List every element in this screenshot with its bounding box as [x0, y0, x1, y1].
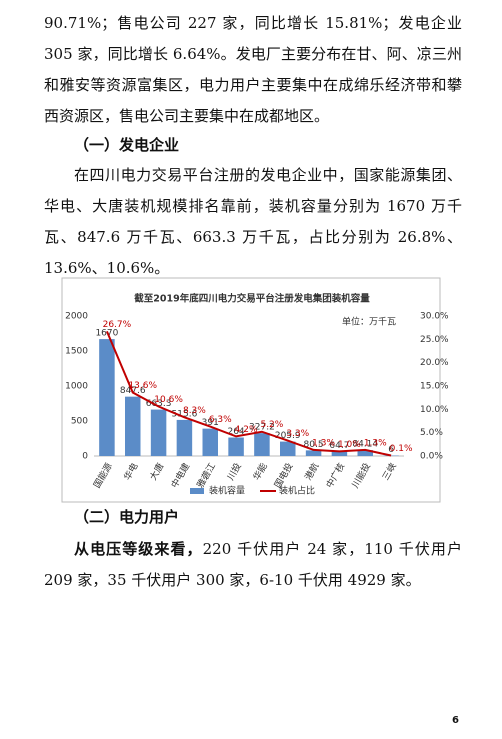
line-value-label: 5.2%: [260, 420, 283, 430]
bar: [125, 396, 141, 456]
legend-swatch: [190, 488, 204, 494]
chart-title: 截至2019年底四川电力交易平台注册发电集团装机容量: [134, 293, 370, 305]
x-tick-label: 川能投: [349, 461, 373, 490]
y2-tick-label: 0.0%: [420, 452, 443, 462]
bar-value-label: 80.5: [304, 440, 324, 450]
bar: [305, 450, 322, 456]
bar-value-label: 84.14: [352, 440, 378, 450]
line-value-label: 4.2%: [235, 425, 258, 435]
bar: [176, 419, 193, 456]
heading: （一）发电企业: [74, 136, 180, 154]
y2-tick-label: 10.0%: [420, 405, 449, 415]
line-value-label: 1.3%: [312, 438, 335, 448]
bar-value-label: 663.3: [146, 399, 172, 409]
y-tick-label: 0: [82, 452, 88, 462]
y-tick-label: 2000: [65, 312, 88, 322]
bar: [280, 441, 296, 456]
bar: [150, 409, 167, 456]
bar: [357, 450, 373, 456]
bar-value-label: 264: [227, 427, 244, 437]
y2-tick-label: 30.0%: [420, 312, 449, 322]
line-value-label: 26.7%: [103, 320, 132, 330]
x-tick-label: 川投: [224, 461, 243, 483]
y2-tick-label: 25.0%: [420, 335, 449, 345]
line-value-label: 3.3%: [286, 429, 309, 439]
paragraph: 从电压等级来看，220 千伏用户 24 家，110 千伏用户 209 家，35 …: [44, 534, 462, 596]
line-value-label: 6.3%: [209, 415, 232, 425]
x-tick-label: 中电建: [168, 461, 192, 490]
x-tick-label: 大唐: [147, 461, 166, 483]
x-tick-label: 华电: [121, 461, 140, 483]
legend-label: 装机占比: [279, 485, 315, 497]
bar: [228, 437, 244, 456]
y-tick-label: 1000: [65, 382, 88, 392]
paragraph: 在四川电力交易平台注册的发电企业中，国家能源集团、华电、大唐装机规模排名靠前，装…: [44, 166, 462, 277]
chart-frame: [61, 277, 441, 503]
y2-tick-label: 20.0%: [420, 358, 449, 368]
bar-value-label: 515.6: [172, 409, 198, 419]
bar-value-label: 205.9: [275, 431, 301, 441]
bar: [254, 433, 270, 456]
line-value-label: 13.6%: [128, 381, 157, 391]
line-value-label: 8.3%: [183, 406, 206, 416]
paragraph: 90.71%；售电公司 227 家，同比增长 15.81%；发电企业 305 家…: [44, 14, 462, 125]
x-tick-label: 港航: [302, 461, 321, 483]
text: 220 千伏用户 24 家，110 千伏用户 209 家，35 千伏用户 300…: [44, 540, 462, 589]
line: [105, 331, 392, 457]
bar-value-label: 327.2: [249, 423, 275, 433]
line-value-label: 10.6%: [154, 395, 183, 405]
legend-label: 装机容量: [209, 485, 245, 497]
lead-text: 从电压等级来看，: [74, 540, 203, 558]
line-value-label: 0.1%: [390, 444, 413, 454]
x-tick-label: 三峡: [379, 461, 398, 483]
line-value-label: 1.0%: [338, 440, 361, 450]
heading: （二）电力用户: [74, 508, 180, 526]
bar-value-label: 391: [202, 418, 219, 428]
x-tick-label: 国能源: [91, 461, 115, 490]
bar: [202, 428, 218, 456]
x-tick-label: 华能: [250, 461, 269, 483]
page-number: 6: [452, 715, 459, 726]
bar-value-label: 6: [388, 445, 394, 455]
y-tick-label: 1500: [65, 347, 88, 357]
bar: [99, 339, 115, 456]
bar: [331, 451, 348, 456]
bar-value-label: 64.7: [329, 441, 349, 451]
line-value-label: 1.3%: [364, 438, 387, 448]
x-tick-label: 中广核: [323, 461, 347, 490]
y2-tick-label: 5.0%: [420, 428, 443, 438]
unit-label: 单位：万千瓦: [342, 316, 396, 328]
y-tick-label: 500: [71, 417, 88, 427]
y2-tick-label: 15.0%: [420, 382, 449, 392]
